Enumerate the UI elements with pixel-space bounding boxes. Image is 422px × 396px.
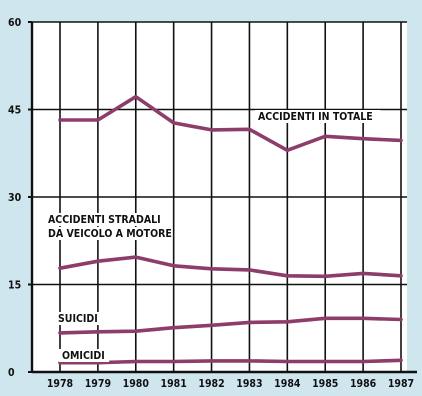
series-label-backdrop [59, 349, 110, 362]
series-label-1: ACCIDENTI IN TOTALE [258, 111, 373, 123]
y-tick-label-60: 60 [8, 17, 22, 29]
series-label-backdrop [45, 227, 171, 240]
series-line-1 [58, 94, 403, 153]
x-tick-label-1982: 1982 [198, 378, 224, 390]
y-tick-label-45: 45 [8, 105, 21, 117]
series-label-backdrop [55, 312, 106, 325]
x-tick-label-1984: 1984 [274, 378, 301, 390]
series-label-backdrop [45, 213, 165, 226]
y-tick-label-30: 30 [8, 192, 22, 204]
series-label-3: SUICIDI [58, 313, 98, 325]
series-label-2: DA VEICOLO A MOTORE [48, 228, 172, 240]
x-tick-label-1985: 1985 [312, 378, 338, 390]
x-tick-label-1980: 1980 [123, 378, 150, 390]
series-line-3 [58, 316, 403, 335]
x-tick-label-1983: 1983 [236, 378, 262, 390]
y-tick-label-0: 0 [8, 367, 15, 379]
axes [28, 21, 417, 374]
y-tick-label-15: 15 [8, 280, 21, 292]
x-tick-label-1987: 1987 [388, 378, 414, 390]
series-label-4: OMICIDI [62, 350, 105, 362]
series-line-4 [58, 358, 403, 365]
series-line-2 [58, 255, 403, 279]
x-tick-label-1979: 1979 [85, 378, 111, 390]
tick-labels: 0 15 30 45 60 1978 1979 1980 1981 1982 1983 1984 198… [8, 17, 414, 390]
x-tick-label-1978: 1978 [47, 378, 73, 390]
series-labels: ACCIDENTI IN TOTALE ACCIDENTI STRADALI DA … [45, 110, 381, 362]
series-label-2: ACCIDENTI STRADALI [48, 214, 161, 226]
x-tick-label-1981: 1981 [161, 378, 187, 390]
series-label-backdrop [255, 110, 381, 123]
x-tick-label-1986: 1986 [350, 378, 377, 390]
series-lines [58, 94, 403, 365]
